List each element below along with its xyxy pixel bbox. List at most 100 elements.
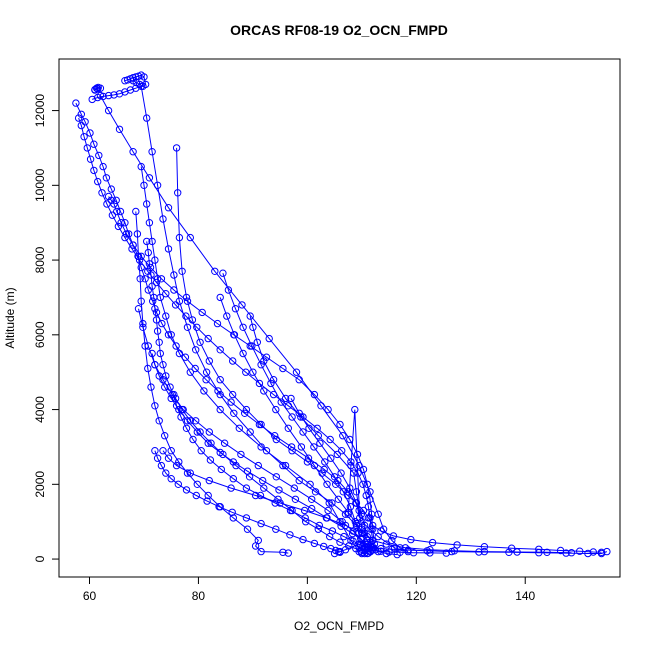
data-point bbox=[135, 256, 144, 264]
data-point bbox=[204, 334, 212, 343]
data-point bbox=[281, 394, 290, 403]
data-point bbox=[301, 514, 309, 522]
data-point bbox=[164, 454, 173, 462]
data-point bbox=[330, 473, 339, 481]
data-point bbox=[157, 461, 166, 470]
data-point bbox=[323, 480, 331, 488]
data-point bbox=[480, 543, 489, 551]
data-point bbox=[133, 230, 142, 238]
data-point bbox=[206, 456, 215, 464]
series-line bbox=[146, 241, 361, 552]
data-point bbox=[407, 535, 415, 544]
data-point bbox=[197, 447, 205, 455]
data-point bbox=[272, 435, 280, 444]
data-point bbox=[257, 420, 265, 429]
data-point bbox=[347, 461, 355, 470]
data-point bbox=[126, 86, 135, 94]
y-tick-label: 6000 bbox=[33, 321, 47, 348]
data-point bbox=[140, 73, 148, 81]
data-point bbox=[308, 504, 316, 513]
series-line bbox=[249, 315, 363, 530]
series-line bbox=[108, 196, 375, 545]
data-point bbox=[132, 207, 140, 216]
x-tick-label: 100 bbox=[297, 589, 317, 603]
data-point bbox=[543, 548, 551, 556]
data-point bbox=[310, 539, 319, 548]
data-point bbox=[158, 319, 166, 328]
data-point bbox=[401, 544, 410, 552]
data-point bbox=[164, 245, 173, 253]
data-point bbox=[255, 379, 264, 388]
data-point bbox=[257, 547, 265, 556]
data-point bbox=[344, 491, 352, 500]
data-point bbox=[366, 488, 374, 496]
data-point bbox=[162, 290, 170, 298]
data-point bbox=[589, 548, 597, 556]
data-point bbox=[310, 461, 319, 470]
data-point bbox=[286, 531, 294, 539]
data-point bbox=[149, 297, 157, 305]
data-point bbox=[388, 536, 396, 545]
data-point bbox=[338, 447, 346, 455]
data-point bbox=[359, 506, 368, 515]
data-point bbox=[275, 486, 283, 494]
data-point bbox=[211, 267, 219, 275]
data-point bbox=[157, 275, 166, 283]
data-point bbox=[146, 263, 155, 272]
data-point bbox=[145, 260, 154, 268]
data-point bbox=[112, 196, 120, 205]
data-point bbox=[426, 549, 434, 557]
data-point bbox=[382, 540, 390, 548]
data-point bbox=[90, 140, 98, 148]
data-point bbox=[357, 510, 365, 518]
data-point bbox=[300, 506, 309, 515]
data-point bbox=[321, 458, 329, 466]
data-point bbox=[217, 465, 226, 474]
data-point bbox=[324, 506, 332, 515]
data-point bbox=[295, 476, 303, 485]
data-point bbox=[450, 547, 459, 555]
data-point bbox=[228, 508, 236, 516]
data-point bbox=[299, 535, 307, 544]
data-point bbox=[320, 465, 328, 474]
data-point bbox=[153, 181, 162, 190]
data-point bbox=[339, 488, 347, 496]
data-point bbox=[227, 398, 235, 406]
data-point bbox=[174, 480, 183, 488]
data-point bbox=[246, 312, 254, 320]
data-point bbox=[337, 522, 345, 530]
data-point bbox=[216, 376, 224, 384]
data-point bbox=[241, 409, 249, 417]
data-point bbox=[337, 469, 345, 477]
series-2 bbox=[137, 162, 377, 558]
data-point bbox=[327, 454, 335, 462]
data-point bbox=[213, 319, 222, 328]
data-point bbox=[224, 286, 233, 294]
data-point bbox=[91, 85, 99, 94]
data-point bbox=[188, 316, 197, 324]
series-line bbox=[75, 102, 368, 537]
data-point bbox=[299, 428, 307, 436]
data-point bbox=[584, 549, 592, 558]
data-point bbox=[327, 544, 335, 553]
data-point bbox=[286, 506, 295, 515]
y-tick-label: 10000 bbox=[33, 168, 47, 202]
data-point bbox=[338, 518, 346, 526]
data-point bbox=[279, 461, 287, 470]
series-line bbox=[154, 450, 341, 553]
data-point bbox=[90, 166, 98, 175]
data-point bbox=[172, 144, 181, 152]
data-point bbox=[81, 118, 89, 126]
data-point bbox=[151, 361, 159, 369]
data-point bbox=[137, 162, 145, 171]
data-point bbox=[251, 542, 260, 550]
y-tick-label: 12000 bbox=[33, 94, 47, 128]
data-point bbox=[597, 548, 606, 556]
data-point bbox=[295, 409, 303, 417]
data-point bbox=[110, 91, 118, 99]
series-19 bbox=[148, 349, 450, 557]
data-point bbox=[198, 308, 206, 317]
data-point bbox=[94, 177, 102, 186]
data-point bbox=[316, 439, 324, 447]
data-point bbox=[230, 331, 239, 339]
